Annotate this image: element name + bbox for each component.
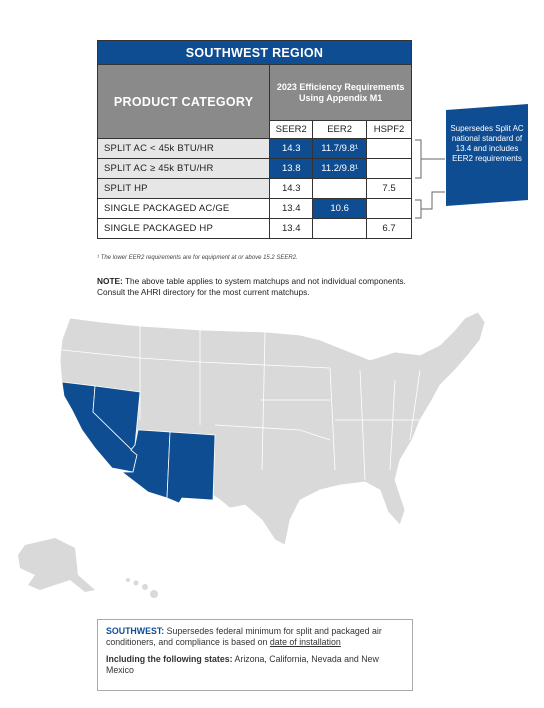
cell: 14.3 bbox=[269, 138, 314, 159]
summary-link[interactable]: date of installation bbox=[269, 637, 341, 647]
callout-badge bbox=[446, 104, 528, 206]
us-map bbox=[18, 311, 486, 598]
states-paragraph: Including the following states: Arizona,… bbox=[106, 654, 404, 676]
alaska bbox=[18, 538, 95, 592]
requirements-table: SOUTHWEST REGION PRODUCT CATEGORY 2023 E… bbox=[96, 40, 412, 239]
summary-box: SOUTHWEST: Supersedes federal minimum fo… bbox=[97, 619, 413, 691]
summary-paragraph: SOUTHWEST: Supersedes federal minimum fo… bbox=[106, 626, 404, 648]
cell: 13.8 bbox=[269, 158, 314, 179]
callout-bracket bbox=[415, 139, 445, 219]
state-new-mexico bbox=[166, 431, 216, 504]
states-list: Arizona, California, Nevada and New Mexi… bbox=[106, 654, 379, 675]
callout-text: Supersedes Split AC national standard of… bbox=[450, 124, 524, 163]
category-heading: PRODUCT CATEGORY bbox=[96, 64, 271, 139]
summary-text: Supersedes federal minimum for split and… bbox=[106, 626, 382, 647]
cell: 11.7/9.8¹ bbox=[312, 138, 368, 159]
row-label: SPLIT AC < 45k BTU/HR bbox=[96, 138, 271, 159]
cell: 10.6 bbox=[312, 198, 368, 219]
note-text: The above table applies to system matchu… bbox=[97, 276, 406, 297]
row-label: SINGLE PACKAGED HP bbox=[96, 218, 271, 239]
note-label: NOTE: bbox=[97, 276, 123, 286]
cell: 11.2/9.8¹ bbox=[312, 158, 368, 179]
cell: 13.4 bbox=[269, 218, 314, 239]
state-borders bbox=[61, 326, 421, 481]
row-label: SPLIT AC ≥ 45k BTU/HR bbox=[96, 158, 271, 179]
footnote: ¹ The lower EER2 requirements are for eq… bbox=[97, 255, 298, 261]
table-title: SOUTHWEST REGION bbox=[97, 40, 412, 65]
states-label: Including the following states: bbox=[106, 654, 233, 664]
summary-label: SOUTHWEST: bbox=[106, 626, 165, 636]
callout-box: Supersedes Split AC national standard of… bbox=[450, 124, 524, 163]
cell: 6.7 bbox=[366, 218, 412, 239]
note: NOTE: The above table applies to system … bbox=[97, 276, 417, 297]
hawaii bbox=[126, 578, 158, 598]
